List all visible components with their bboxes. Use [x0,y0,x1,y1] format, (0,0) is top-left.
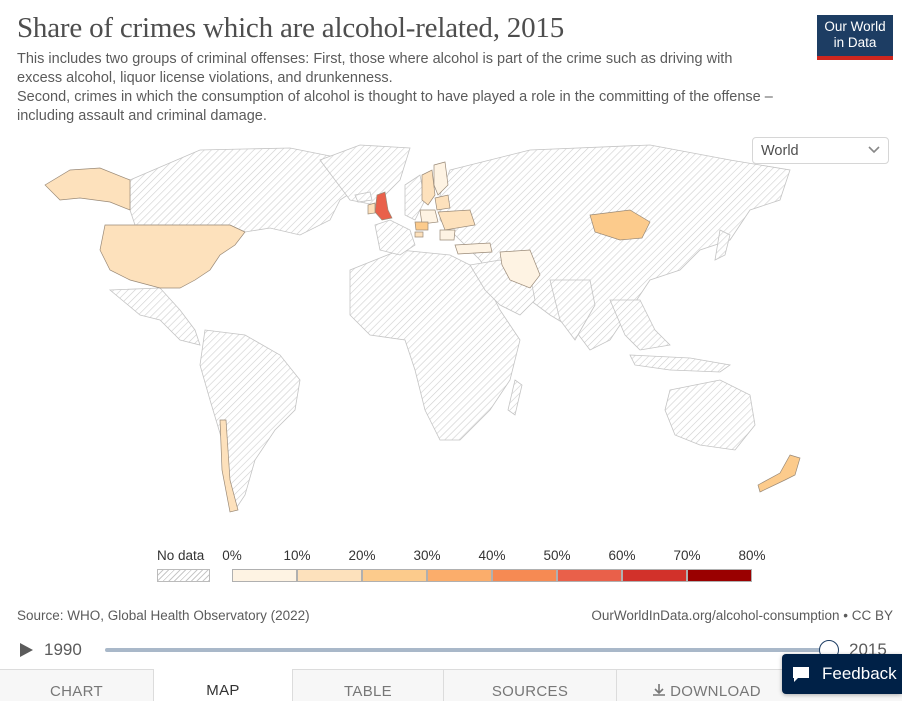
country-mongolia [589,209,651,241]
region-select-value: World [761,143,799,159]
country-baltics [434,194,451,211]
legend-bin[interactable] [622,569,687,582]
legend-tick-label: 60% [608,548,636,563]
south-america [199,329,301,511]
country-united-kingdom [374,191,393,221]
legend-bin[interactable] [427,569,492,582]
country-sweden [421,169,436,206]
legend-bin[interactable] [297,569,362,582]
legend-tick-label: 0% [222,548,242,563]
india [549,279,596,341]
chart-subtitle: This includes two groups of criminal off… [17,50,777,126]
timeline-start-year: 1990 [44,640,82,659]
timeline: 1990 2015 [0,638,902,662]
legend-bin[interactable] [492,569,557,582]
legend-tick-label: 80% [738,548,766,563]
feedback-icon [793,667,809,682]
owid-logo[interactable]: Our World in Data [817,15,893,60]
tab-map[interactable]: MAP [153,669,293,701]
chart-title: Share of crimes which are alcohol-relate… [17,12,565,44]
country-romania [439,229,456,241]
country-czechia [414,221,429,231]
chevron-down-icon [868,146,880,154]
tab-table[interactable]: TABLE [344,683,392,700]
region-select[interactable]: World [752,137,889,164]
tab-bar: CHART MAP TABLE SOURCES DOWNLOAD [0,669,902,701]
credit-text[interactable]: OurWorldInData.org/alcohol-consumption •… [591,608,893,623]
legend-bin[interactable] [232,569,297,582]
country-chile [219,419,239,513]
country-ukraine [437,209,476,231]
feedback-label: Feedback [822,664,897,683]
tab-download[interactable]: DOWNLOAD [616,670,796,701]
legend-tick-label: 20% [348,548,376,563]
tab-download-label: DOWNLOAD [670,683,761,700]
western-europe [374,219,416,256]
iceland [354,191,373,203]
logo-line-1: Our World [824,19,886,34]
indonesia [629,354,732,373]
country-alaska [44,167,131,211]
madagascar [507,379,523,416]
map-legend: No data 0% 10% 20% 30% 40% 50% 60% 70% 80% [156,548,776,588]
legend-tick-label: 50% [543,548,571,563]
country-slovenia [414,231,424,238]
greenland [319,144,411,206]
africa [349,249,521,441]
legend-bin[interactable] [557,569,622,582]
country-new-zealand [757,454,801,493]
country-finland [433,161,449,196]
subtitle-line-2: Second, crimes in which the consumption … [17,89,773,124]
legend-no-data-label: No data [157,548,205,563]
countries-with-data [44,161,801,513]
southeast-asia [609,299,671,351]
legend-bin[interactable] [687,569,752,582]
legend-bin[interactable] [362,569,427,582]
legend-tick-label: 70% [673,548,701,563]
country-turkey [454,242,493,255]
source-text[interactable]: Source: WHO, Global Health Observatory (… [17,608,310,623]
tab-chart[interactable]: CHART [50,683,103,700]
japan [714,229,731,261]
country-usa [99,224,246,289]
tab-sources[interactable]: SOURCES [443,670,616,701]
play-icon[interactable] [18,642,34,658]
feedback-button[interactable]: Feedback [782,654,902,694]
mexico-central-america [108,287,201,346]
subtitle-line-1: This includes two groups of criminal off… [17,51,733,86]
download-icon [653,684,666,696]
no-data-landmasses [108,144,791,511]
legend-no-data-swatch [157,569,210,582]
australia [664,379,756,451]
country-iran [499,249,541,289]
world-map[interactable] [30,140,830,520]
country-poland [419,209,439,225]
legend-tick-label: 30% [413,548,441,563]
timeline-track[interactable] [105,648,829,652]
legend-tick-label: 10% [283,548,311,563]
logo-line-2: in Data [833,35,877,50]
country-ireland [367,202,376,215]
legend-tick-label: 40% [478,548,506,563]
